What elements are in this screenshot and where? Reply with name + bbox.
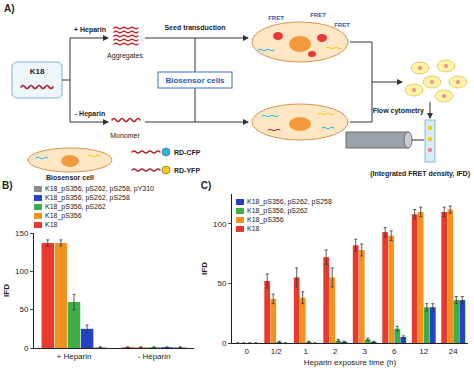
svg-text:Biosensor cell: Biosensor cell xyxy=(46,174,94,181)
svg-text:2: 2 xyxy=(333,347,338,356)
svg-text:24: 24 xyxy=(449,347,458,356)
svg-text:Flow cytometry: Flow cytometry xyxy=(373,107,424,115)
svg-text:RD-YFP: RD-YFP xyxy=(174,167,200,174)
svg-text:Heparin exposure time (h): Heparin exposure time (h) xyxy=(304,358,397,367)
svg-text:FRET: FRET xyxy=(268,15,284,21)
html-text:K18_pS356, pS262, pS258, pY310: K18_pS356, pS262, pS258, pY310 xyxy=(45,185,154,192)
svg-text:FRET: FRET xyxy=(334,22,350,28)
svg-text:FRET: FRET xyxy=(310,12,326,18)
svg-text:0: 0 xyxy=(245,347,250,356)
svg-text:Seed transduction: Seed transduction xyxy=(164,24,225,31)
html-text:K18_pS356, pS262, pS258: K18_pS356, pS262, pS258 xyxy=(247,198,332,205)
svg-text:0: 0 xyxy=(24,344,29,353)
svg-text:50: 50 xyxy=(217,279,226,288)
svg-text:Monomer: Monomer xyxy=(110,132,140,139)
svg-text:+ Heparin: + Heparin xyxy=(74,26,106,34)
html-text:K18: K18 xyxy=(45,221,58,228)
html-text:K18_pS356, pS262: K18_pS356, pS262 xyxy=(45,203,106,210)
svg-text:IFD: IFD xyxy=(200,262,209,275)
svg-text:A): A) xyxy=(4,3,15,14)
svg-text:RD-CFP: RD-CFP xyxy=(174,149,201,156)
svg-text:Aggregates: Aggregates xyxy=(107,52,143,60)
svg-text:1/2: 1/2 xyxy=(271,347,283,356)
svg-text:C): C) xyxy=(201,180,212,191)
svg-text:K18: K18 xyxy=(30,67,45,76)
svg-text:100: 100 xyxy=(15,267,29,276)
svg-text:- Heparin: - Heparin xyxy=(75,110,105,118)
svg-text:3: 3 xyxy=(363,347,368,356)
svg-text:(Integrated FRET density, IFD): (Integrated FRET density, IFD) xyxy=(370,170,470,178)
svg-text:0: 0 xyxy=(222,339,227,348)
svg-text:150: 150 xyxy=(15,229,29,238)
svg-text:+ Heparin: + Heparin xyxy=(57,352,92,361)
html-text:K18_pS356: K18_pS356 xyxy=(45,212,82,219)
html-text:K18_pS356, pS262, pS258: K18_pS356, pS262, pS258 xyxy=(45,194,130,201)
svg-text:6: 6 xyxy=(392,347,397,356)
html-text:K18_pS356: K18_pS356 xyxy=(247,216,284,223)
svg-text:100: 100 xyxy=(213,220,227,229)
html-text:K18_pS356, pS262: K18_pS356, pS262 xyxy=(247,207,308,214)
svg-text:12: 12 xyxy=(419,347,428,356)
svg-text:1: 1 xyxy=(304,347,309,356)
svg-text:50: 50 xyxy=(19,305,28,314)
html-text:K18: K18 xyxy=(247,225,260,232)
svg-text:Biosensor cells: Biosensor cells xyxy=(165,76,225,85)
svg-text:- Heparin: - Heparin xyxy=(138,352,171,361)
svg-text:B): B) xyxy=(2,180,13,191)
svg-text:IFD: IFD xyxy=(2,284,11,297)
